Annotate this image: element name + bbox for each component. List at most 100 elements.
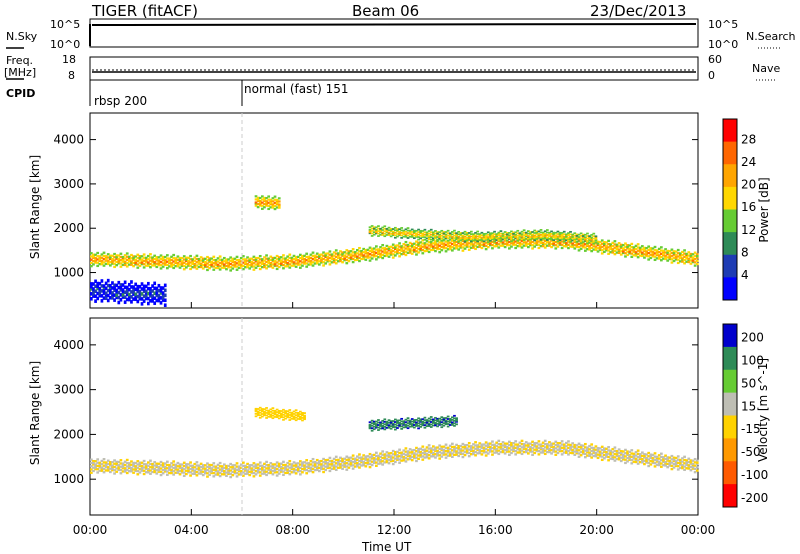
panel-power-cell [600, 245, 604, 249]
panel-velocity-cell [529, 442, 532, 445]
panel-velocity-cell [189, 471, 192, 474]
panel-power-cell [96, 258, 100, 261]
panel-power-cell [463, 240, 467, 243]
panel-power-cell [149, 253, 152, 256]
panel-velocity-cell [596, 448, 600, 452]
panel-power-cell [505, 239, 509, 242]
panel-velocity-cell [381, 460, 385, 463]
panel-velocity-cell [387, 419, 391, 422]
panel-power-cell [499, 241, 503, 244]
panel-velocity-cell [410, 424, 414, 427]
panel-velocity-cell [522, 442, 526, 446]
panel-power-cell [256, 261, 260, 264]
panel-velocity-cell [438, 454, 442, 457]
panel-velocity-cell [683, 465, 686, 468]
panel-power-cell [573, 240, 577, 244]
panel-power-cell [451, 249, 454, 252]
panel-power-cell [299, 260, 302, 263]
panel-velocity-cell [465, 443, 469, 447]
panel-power-cell [619, 243, 623, 246]
panel-velocity-cell [622, 453, 625, 456]
panel-velocity-cell [115, 462, 119, 465]
panel-velocity-cell [499, 446, 503, 449]
panel-power-cell [379, 246, 382, 249]
panel-power-cell [227, 266, 230, 269]
panel-power-cell [408, 241, 412, 245]
panel-power-cell [258, 196, 262, 200]
panel-power-cell [229, 269, 233, 272]
panel-power-cell [531, 247, 534, 250]
panel-velocity-cell [273, 416, 277, 418]
panel-power-cell [166, 257, 169, 260]
panel-power-cell [484, 247, 488, 251]
panel-power-cell [624, 252, 627, 255]
panel-power-cell [457, 233, 461, 236]
panel-velocity-cell [375, 423, 378, 425]
panel-velocity-cell [643, 453, 646, 456]
panel-power-cell [497, 237, 501, 240]
panel-power-cell [636, 246, 640, 249]
panel-power-cell [106, 260, 110, 264]
panel-power-cell [387, 255, 391, 258]
panel-velocity-cell [372, 453, 376, 457]
panel-velocity-cell [383, 454, 387, 458]
panel-velocity-cell [328, 463, 332, 466]
panel-velocity-cell [385, 423, 389, 426]
panel-power-cell [204, 265, 207, 268]
panel-power-cell [229, 262, 233, 266]
panel-velocity-cell [353, 458, 357, 462]
panel-velocity-cell [199, 462, 203, 465]
panel-velocity-cell [123, 463, 127, 467]
panel-power-cell [263, 196, 266, 200]
panel-velocity-cell [527, 445, 530, 449]
panel-velocity-cell [404, 450, 408, 453]
panel-velocity-cell [208, 467, 211, 470]
panel-velocity-cell [396, 458, 399, 461]
panel-power-cell [339, 259, 342, 263]
panel-power-cell [94, 253, 97, 256]
panel-power-cell [256, 196, 260, 199]
panel-power-cell [123, 280, 127, 285]
panel-power-cell [398, 230, 401, 233]
panel-power-cell [106, 288, 110, 293]
panel-power-cell [632, 249, 636, 252]
panel-power-cell [220, 258, 224, 261]
panel-power-cell [345, 255, 349, 258]
panel-power-cell [140, 287, 144, 291]
panel-power-cell [522, 229, 526, 232]
panel-velocity-cell [451, 423, 454, 426]
panel-velocity-cell [674, 464, 678, 468]
panel-velocity-cell [368, 427, 372, 430]
panel-velocity-cell [497, 439, 501, 443]
panel-velocity-cell [440, 452, 444, 455]
panel-power-cell [497, 231, 501, 234]
panel-velocity-cell [288, 463, 292, 466]
panel-power-cell [421, 239, 425, 242]
panel-power-cell [404, 247, 408, 250]
panel-power-cell [691, 260, 695, 264]
panel-power-cell [575, 244, 579, 247]
panel-power-cell [537, 230, 541, 233]
panel-power-cell [533, 235, 537, 239]
panel-velocity-cell [693, 461, 697, 464]
panel-power-cell [286, 263, 290, 266]
panel-power-cell [372, 233, 376, 236]
panel-power-cell [210, 263, 214, 267]
panel-power-cell [672, 256, 676, 259]
panel-power-cell [581, 236, 585, 238]
panel-velocity-cell [282, 473, 285, 477]
panel-velocity-cell [322, 457, 325, 461]
panel-velocity-cell [261, 466, 264, 469]
xtick-label-0: 00:00 [73, 523, 108, 537]
panel-power-cell [518, 234, 522, 237]
panel-velocity-cell [151, 466, 154, 469]
panel-velocity-cell [244, 467, 247, 471]
panel-velocity-cell [577, 455, 581, 458]
panel-velocity-cell [225, 471, 228, 474]
panel-power-cell [144, 284, 148, 289]
panel-velocity-cell [379, 452, 382, 455]
panel-velocity-cell [603, 453, 606, 457]
panel-velocity-cell [106, 467, 110, 470]
panel-power-cell [339, 258, 342, 261]
panel-velocity-cell [254, 463, 258, 466]
